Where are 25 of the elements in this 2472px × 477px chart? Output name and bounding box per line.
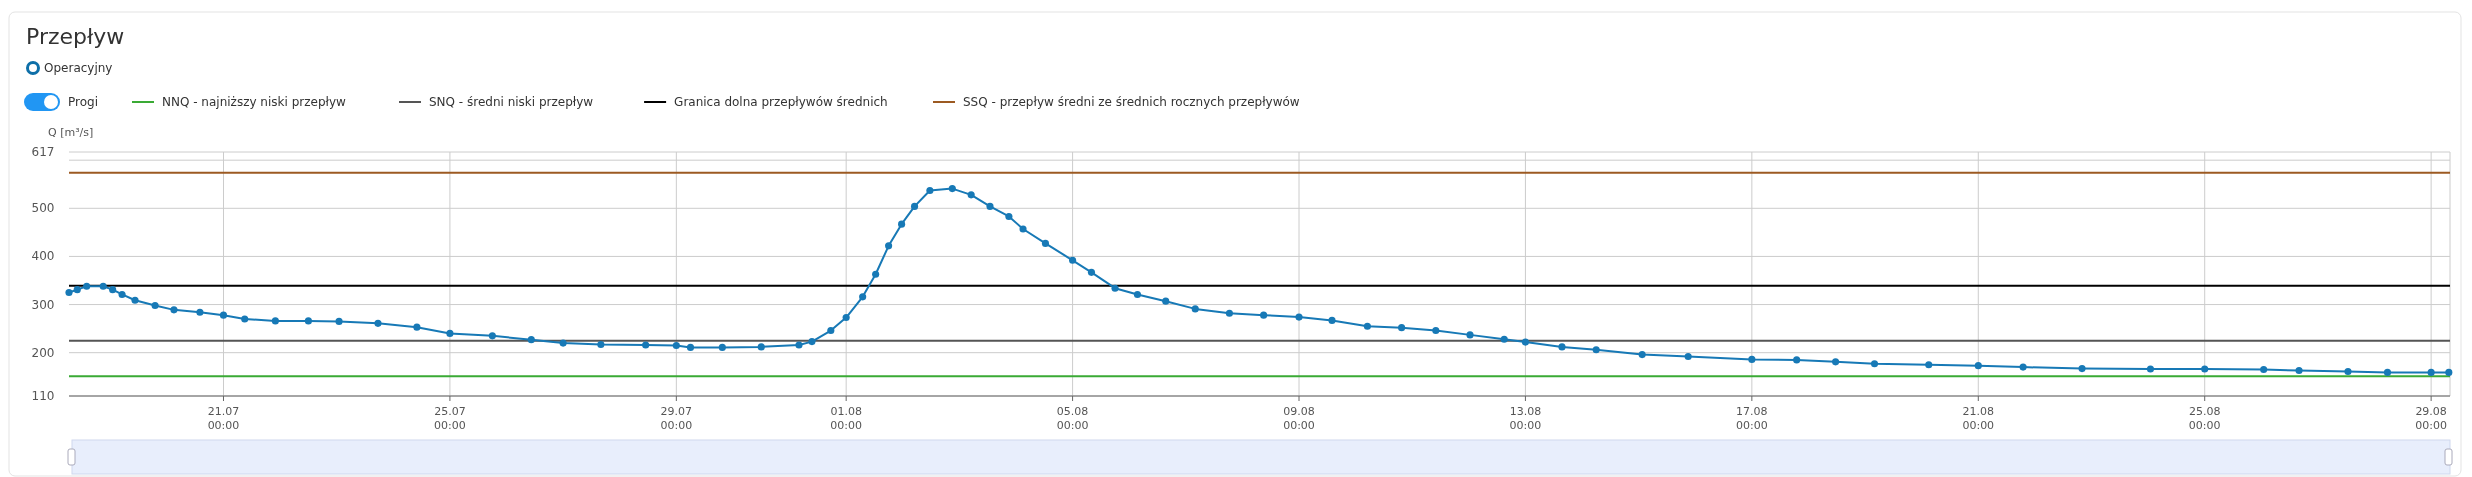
x-tick-label: 09.08 00:00	[1283, 405, 1315, 432]
x-tick-label: 21.08 00:00	[1962, 405, 1995, 432]
y-tick-label: 110	[31, 389, 55, 403]
legend-label: SSQ - przepływ średni ze średnich rocznych przepływów	[963, 95, 1300, 109]
x-tick-label: 25.08 00:00	[2188, 405, 2221, 432]
chart-title: Przepływ	[26, 24, 125, 49]
legend-label: Granica dolna przepływów średnich	[674, 95, 888, 109]
x-tick-label: 21.07 00:00	[207, 405, 240, 432]
legend-label: NNQ - najniższy niski przepływ	[162, 95, 347, 109]
y-axis-title: Q [m³/s]	[48, 126, 94, 139]
x-tick-label: 01.08 00:00	[830, 405, 863, 432]
x-tick-label: 29.08 00:00	[2415, 405, 2447, 432]
text: Operacyjny	[44, 61, 113, 75]
x-tick-label: 13.08 00:00	[1509, 405, 1542, 432]
y-tick-label: 300	[31, 297, 55, 312]
legend-label: SNQ - średni niski przepływ	[429, 95, 594, 109]
text: Progi	[68, 95, 98, 109]
x-tick-label: 29.07 00:00	[660, 405, 693, 432]
x-tick-label: 17.08 00:00	[1736, 405, 1768, 432]
x-tick-label: 25.07 00:00	[434, 405, 466, 432]
y-tick-label: 500	[31, 201, 55, 216]
x-tick-label: 05.08 00:00	[1056, 405, 1089, 432]
y-tick-label: 200	[31, 345, 55, 360]
y-tick-label: 617	[31, 145, 55, 159]
y-tick-label: 400	[31, 249, 55, 264]
